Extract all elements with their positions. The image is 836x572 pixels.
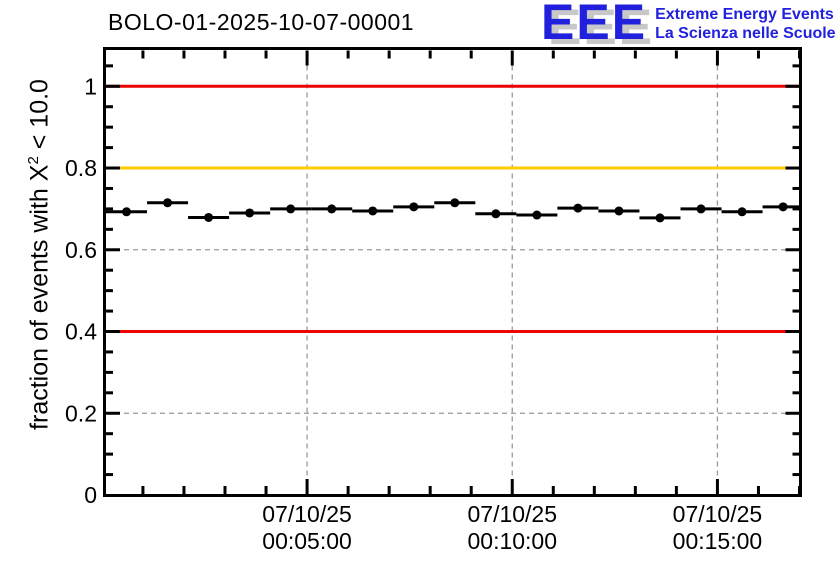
data-point xyxy=(450,198,460,208)
plot-title: BOLO-01-2025-10-07-00001 xyxy=(108,9,415,35)
x-tick-label-time: 00:10:00 xyxy=(467,528,557,554)
plot-frame xyxy=(103,47,802,497)
data-point xyxy=(696,204,706,214)
x-tick-label-date: 07/10/25 xyxy=(673,501,763,527)
data-point xyxy=(491,209,501,219)
x-tick-label-date: 07/10/25 xyxy=(467,501,557,527)
y-tick-label: 0.6 xyxy=(65,237,97,263)
data-point xyxy=(245,208,255,218)
y-tick-label: 0.8 xyxy=(65,155,97,181)
y-tick-label: 0.2 xyxy=(65,400,97,426)
data-point xyxy=(163,198,173,208)
data-point xyxy=(614,206,624,216)
eee-logo-line1: Extreme Energy Events xyxy=(655,6,834,23)
data-point xyxy=(327,204,337,214)
data-point xyxy=(286,204,296,214)
y-tick-label: 0 xyxy=(84,482,97,508)
x-tick-label-date: 07/10/25 xyxy=(262,501,352,527)
x-tick-label-time: 00:05:00 xyxy=(262,528,352,554)
y-tick-label: 0.4 xyxy=(65,319,97,345)
data-point xyxy=(778,202,788,212)
data-point xyxy=(409,202,419,212)
data-point xyxy=(204,212,214,222)
data-point xyxy=(122,207,132,217)
data-point xyxy=(737,207,747,217)
data-point xyxy=(532,210,542,220)
eee-logo-line2: La Scienza nelle Scuole xyxy=(655,25,836,42)
data-point xyxy=(573,203,583,213)
y-tick-label: 1 xyxy=(84,73,97,99)
eee-logo-acronym: EEE xyxy=(541,0,648,50)
data-point xyxy=(655,213,665,223)
eee-logo-subtitles: Extreme Energy Events La Scienza nelle S… xyxy=(655,5,836,43)
eee-logo: EEE Extreme Energy Events La Scienza nel… xyxy=(541,0,836,50)
data-point xyxy=(368,206,378,216)
x-tick-label-time: 00:15:00 xyxy=(673,528,763,554)
